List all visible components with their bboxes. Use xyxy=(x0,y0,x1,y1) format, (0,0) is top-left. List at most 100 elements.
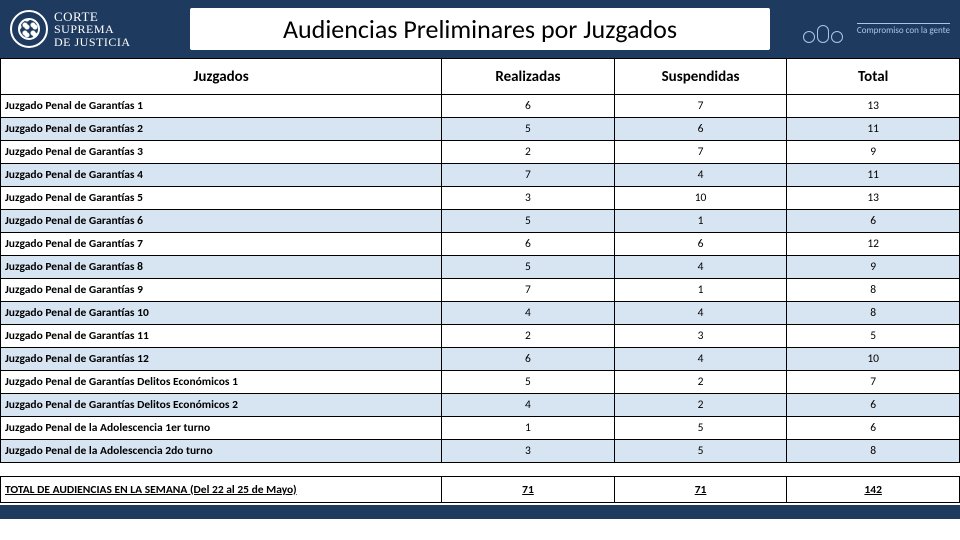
cell-total: 10 xyxy=(787,348,960,371)
table-row: Juzgado Penal de Garantías 11235 xyxy=(1,325,960,348)
cell-realizadas: 5 xyxy=(442,371,615,394)
cell-total: 11 xyxy=(787,164,960,187)
cell-suspendidas: 1 xyxy=(614,279,787,302)
cell-total: 5 xyxy=(787,325,960,348)
cell-suspendidas: 4 xyxy=(614,302,787,325)
cell-realizadas: 5 xyxy=(442,118,615,141)
cell-juzgado: Juzgado Penal de Garantías Delitos Econó… xyxy=(1,394,442,417)
table-row: Juzgado Penal de Garantías 8549 xyxy=(1,256,960,279)
table-row: Juzgado Penal de la Adolescencia 1er tur… xyxy=(1,417,960,440)
table-header-row: Juzgados Realizadas Suspendidas Total xyxy=(1,59,960,95)
cell-realizadas: 7 xyxy=(442,164,615,187)
table-container: Juzgados Realizadas Suspendidas Total Ju… xyxy=(0,58,960,503)
cell-total: 12 xyxy=(787,233,960,256)
cell-total: 6 xyxy=(787,394,960,417)
cell-suspendidas: 5 xyxy=(614,440,787,463)
total-label: TOTAL DE AUDIENCIAS EN LA SEMANA (Del 22… xyxy=(1,477,442,503)
cell-realizadas: 1 xyxy=(442,417,615,440)
cell-realizadas: 6 xyxy=(442,95,615,118)
table-row: Juzgado Penal de Garantías 16713 xyxy=(1,95,960,118)
col-juzgados: Juzgados xyxy=(1,59,442,95)
cell-realizadas: 3 xyxy=(442,440,615,463)
logo-text: CORTE SUPREMA DE JUSTICIA xyxy=(54,10,131,49)
cell-suspendidas: 2 xyxy=(614,371,787,394)
logo-right: Compromiso con la gente xyxy=(803,15,950,43)
cell-suspendidas: 7 xyxy=(614,141,787,164)
table-row: Juzgado Penal de Garantías 9718 xyxy=(1,279,960,302)
cell-juzgado: Juzgado Penal de Garantías Delitos Econó… xyxy=(1,371,442,394)
table-row: Juzgado Penal de Garantías Delitos Econó… xyxy=(1,394,960,417)
col-suspendidas: Suspendidas xyxy=(614,59,787,95)
cell-realizadas: 2 xyxy=(442,141,615,164)
cell-suspendidas: 2 xyxy=(614,394,787,417)
cell-juzgado: Juzgado Penal de Garantías 1 xyxy=(1,95,442,118)
table-row: Juzgado Penal de Garantías 531013 xyxy=(1,187,960,210)
cell-suspendidas: 6 xyxy=(614,233,787,256)
cell-juzgado: Juzgado Penal de Garantías 12 xyxy=(1,348,442,371)
cell-suspendidas: 4 xyxy=(614,348,787,371)
cell-realizadas: 2 xyxy=(442,325,615,348)
cell-total: 8 xyxy=(787,440,960,463)
table-row: Juzgado Penal de Garantías Delitos Econó… xyxy=(1,371,960,394)
cell-suspendidas: 6 xyxy=(614,118,787,141)
table-row: Juzgado Penal de Garantías 76612 xyxy=(1,233,960,256)
cell-total: 9 xyxy=(787,256,960,279)
tagline: Compromiso con la gente xyxy=(857,23,950,36)
cell-realizadas: 7 xyxy=(442,279,615,302)
cell-juzgado: Juzgado Penal de la Adolescencia 2do tur… xyxy=(1,440,442,463)
spacer-row xyxy=(1,463,960,477)
cell-total: 13 xyxy=(787,95,960,118)
page-title: Audiencias Preliminares por Juzgados xyxy=(190,8,770,50)
cell-juzgado: Juzgado Penal de Garantías 5 xyxy=(1,187,442,210)
table-row: Juzgado Penal de Garantías 126410 xyxy=(1,348,960,371)
cell-realizadas: 3 xyxy=(442,187,615,210)
cell-realizadas: 4 xyxy=(442,302,615,325)
cell-suspendidas: 5 xyxy=(614,417,787,440)
audiencias-table: Juzgados Realizadas Suspendidas Total Ju… xyxy=(0,58,960,503)
cell-total: 9 xyxy=(787,141,960,164)
cell-juzgado: Juzgado Penal de Garantías 11 xyxy=(1,325,442,348)
cell-total: 6 xyxy=(787,210,960,233)
header-bar: CORTE SUPREMA DE JUSTICIA Audiencias Pre… xyxy=(0,0,960,58)
cell-realizadas: 6 xyxy=(442,348,615,371)
logo-left: CORTE SUPREMA DE JUSTICIA xyxy=(10,10,131,49)
logo-line-3: DE JUSTICIA xyxy=(54,36,131,49)
table-row: Juzgado Penal de Garantías 3279 xyxy=(1,141,960,164)
footer-strip xyxy=(0,505,960,519)
accessibility-icon xyxy=(803,15,851,43)
cell-juzgado: Juzgado Penal de Garantías 6 xyxy=(1,210,442,233)
table-row: Juzgado Penal de Garantías 6516 xyxy=(1,210,960,233)
table-row: Juzgado Penal de Garantías 47411 xyxy=(1,164,960,187)
cell-juzgado: Juzgado Penal de Garantías 9 xyxy=(1,279,442,302)
total-realizadas: 71 xyxy=(442,477,615,503)
cell-total: 8 xyxy=(787,279,960,302)
cell-juzgado: Juzgado Penal de Garantías 10 xyxy=(1,302,442,325)
table-row: Juzgado Penal de la Adolescencia 2do tur… xyxy=(1,440,960,463)
cell-juzgado: Juzgado Penal de Garantías 4 xyxy=(1,164,442,187)
cell-total: 11 xyxy=(787,118,960,141)
cell-juzgado: Juzgado Penal de Garantías 7 xyxy=(1,233,442,256)
spacer-cell xyxy=(1,463,960,477)
cell-total: 8 xyxy=(787,302,960,325)
cell-realizadas: 6 xyxy=(442,233,615,256)
logo-line-1: CORTE xyxy=(54,10,131,24)
total-row: TOTAL DE AUDIENCIAS EN LA SEMANA (Del 22… xyxy=(1,477,960,503)
cell-realizadas: 4 xyxy=(442,394,615,417)
cell-realizadas: 5 xyxy=(442,210,615,233)
cell-realizadas: 5 xyxy=(442,256,615,279)
cell-total: 6 xyxy=(787,417,960,440)
cell-juzgado: Juzgado Penal de Garantías 3 xyxy=(1,141,442,164)
cell-juzgado: Juzgado Penal de la Adolescencia 1er tur… xyxy=(1,417,442,440)
table-row: Juzgado Penal de Garantías 25611 xyxy=(1,118,960,141)
table-row: Juzgado Penal de Garantías 10448 xyxy=(1,302,960,325)
seal-icon xyxy=(10,10,48,48)
cell-suspendidas: 1 xyxy=(614,210,787,233)
cell-suspendidas: 4 xyxy=(614,164,787,187)
cell-juzgado: Juzgado Penal de Garantías 2 xyxy=(1,118,442,141)
cell-juzgado: Juzgado Penal de Garantías 8 xyxy=(1,256,442,279)
cell-total: 7 xyxy=(787,371,960,394)
col-total: Total xyxy=(787,59,960,95)
total-suspendidas: 71 xyxy=(614,477,787,503)
col-realizadas: Realizadas xyxy=(442,59,615,95)
total-total: 142 xyxy=(787,477,960,503)
